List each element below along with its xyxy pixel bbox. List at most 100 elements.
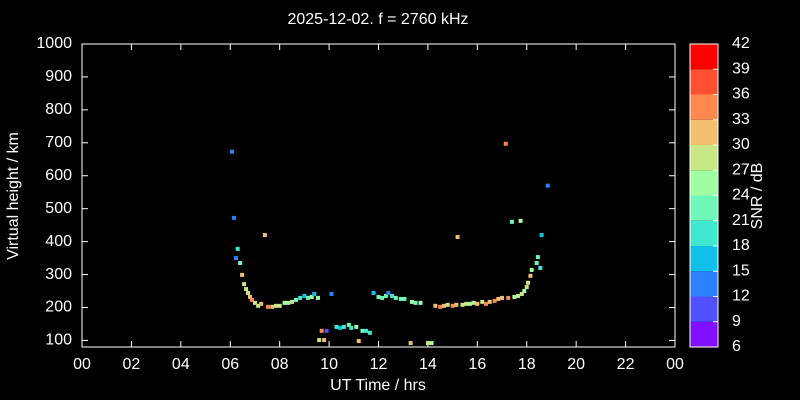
data-point — [354, 324, 359, 329]
data-point — [429, 341, 434, 346]
data-point — [516, 293, 521, 298]
x-tick-label: 04 — [172, 356, 190, 373]
data-point — [483, 301, 488, 306]
data-point — [471, 300, 476, 305]
x-tick-label: 14 — [419, 356, 437, 373]
data-point — [248, 294, 253, 299]
data-point — [317, 338, 322, 343]
colorbar-band — [690, 119, 718, 145]
data-point — [266, 304, 271, 309]
data-point — [460, 302, 465, 307]
colorbar-tick-label: 15 — [732, 262, 750, 279]
y-tick-label: 800 — [45, 101, 72, 118]
data-point — [244, 287, 249, 292]
data-point — [450, 303, 455, 308]
data-point — [324, 328, 329, 333]
data-point — [367, 330, 372, 335]
data-point — [259, 301, 264, 306]
colorbar-band — [690, 44, 718, 70]
data-point — [525, 280, 530, 285]
colorbar-band — [690, 145, 718, 171]
data-point — [312, 291, 317, 296]
data-point — [252, 300, 257, 305]
colorbar-band — [690, 321, 718, 347]
colorbar-band — [690, 271, 718, 297]
x-tick-label: 20 — [567, 356, 585, 373]
data-point — [529, 267, 534, 272]
y-tick-label: 100 — [45, 332, 72, 349]
data-point — [524, 285, 529, 290]
data-point — [364, 328, 369, 333]
data-point — [496, 296, 501, 301]
data-point — [341, 324, 346, 329]
data-point — [500, 295, 505, 300]
plot-frame — [81, 43, 676, 348]
data-point — [334, 324, 339, 329]
colorbar-tick-label: 24 — [732, 187, 750, 204]
y-tick-label: 900 — [45, 68, 72, 85]
data-point — [233, 256, 238, 261]
data-point — [393, 295, 398, 300]
data-point — [464, 301, 469, 306]
colorbar-band — [690, 246, 718, 272]
colorbar-label: SNR / dB — [749, 163, 766, 230]
data-point — [402, 296, 407, 301]
data-point — [390, 293, 395, 298]
x-tick-label: 00 — [73, 356, 91, 373]
y-tick-label: 400 — [45, 233, 72, 250]
colorbar-tick-label: 30 — [732, 136, 750, 153]
data-point — [256, 303, 261, 308]
x-tick-label: 08 — [271, 356, 289, 373]
colorbar-band — [690, 94, 718, 120]
colorbar-tick-label: 9 — [732, 313, 741, 330]
data-point — [380, 295, 385, 300]
x-tick-label: 06 — [221, 356, 239, 373]
data-point — [506, 295, 511, 300]
colorbar-band — [690, 220, 718, 246]
data-point — [286, 300, 291, 305]
data-point — [249, 297, 254, 302]
x-axis-label: UT Time / hrs — [330, 377, 426, 394]
colorbar-tick-label: 21 — [732, 212, 750, 229]
data-point — [441, 303, 446, 308]
data-point — [534, 261, 539, 266]
data-point — [408, 341, 413, 346]
data-point — [322, 338, 327, 343]
data-point — [235, 246, 240, 251]
y-tick-label: 200 — [45, 299, 72, 316]
data-point — [480, 299, 485, 304]
y-tick-label: 500 — [45, 200, 72, 217]
data-point — [519, 291, 524, 296]
data-point — [418, 300, 423, 305]
colorbar-tick-label: 18 — [732, 237, 750, 254]
data-point — [298, 295, 303, 300]
colorbar-tick-label: 39 — [732, 60, 750, 77]
data-point — [535, 255, 540, 260]
data-point — [503, 141, 508, 146]
data-point — [433, 303, 438, 308]
y-tick-label: 700 — [45, 134, 72, 151]
y-axis-label: Virtual height / km — [5, 132, 22, 260]
data-point — [445, 302, 450, 307]
data-point — [349, 325, 354, 330]
data-point — [231, 215, 236, 220]
x-tick-label: 22 — [617, 356, 635, 373]
data-point — [487, 299, 492, 304]
data-point — [302, 293, 307, 298]
data-point — [238, 261, 243, 266]
data-point — [356, 339, 361, 344]
data-point — [277, 303, 282, 308]
y-tick-label: 300 — [45, 266, 72, 283]
data-point — [455, 234, 460, 239]
x-tick-label: 12 — [370, 356, 388, 373]
data-point — [329, 291, 334, 296]
data-point — [242, 282, 247, 287]
colorbar-band — [690, 170, 718, 196]
colorbar-tick-label: 27 — [732, 161, 750, 178]
x-tick-label: 10 — [320, 356, 338, 373]
data-point — [467, 301, 472, 306]
y-tick-label: 1000 — [36, 35, 72, 52]
colorbar-tick-label: 36 — [732, 86, 750, 103]
colorbar-tick-label: 42 — [732, 35, 750, 52]
